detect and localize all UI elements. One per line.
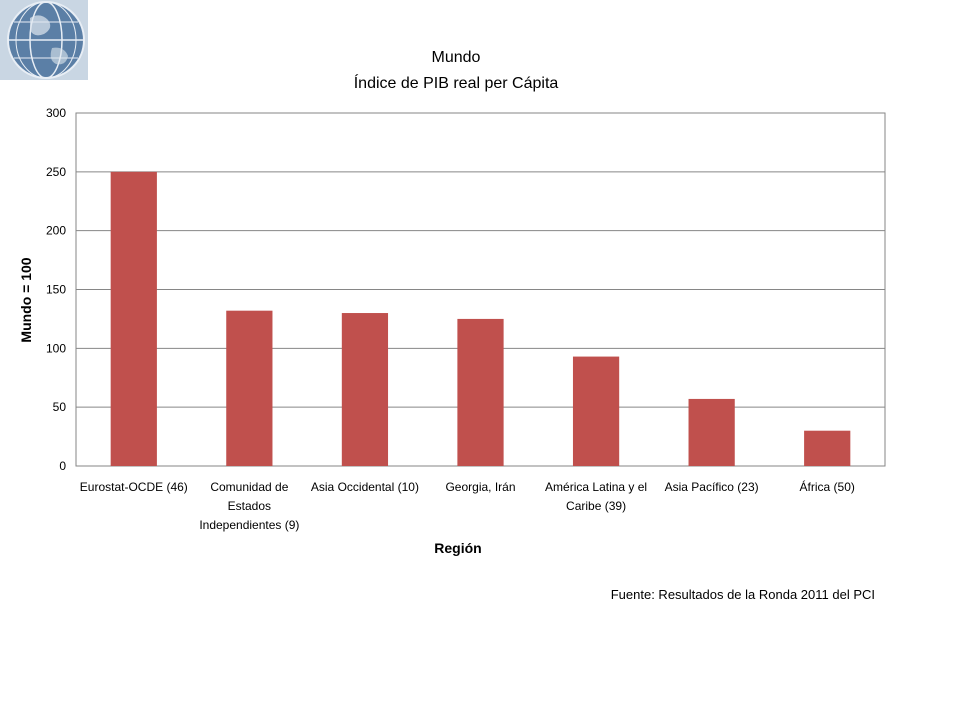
chart-subtitle: Índice de PIB real per Cápita bbox=[354, 73, 559, 92]
y-axis-title: Mundo = 100 bbox=[18, 257, 34, 342]
y-tick-label: 300 bbox=[46, 106, 66, 120]
y-tick-label: 150 bbox=[46, 283, 66, 297]
y-tick-label: 100 bbox=[46, 341, 66, 355]
bar bbox=[110, 171, 157, 467]
y-tick-label: 250 bbox=[46, 165, 66, 179]
bar bbox=[226, 310, 273, 466]
bar bbox=[341, 313, 389, 466]
y-tick-label: 50 bbox=[53, 400, 67, 414]
x-tick-label: África (50) bbox=[800, 479, 855, 494]
x-tick-label: Asia Pacífico (23) bbox=[665, 480, 759, 494]
globe-icon bbox=[0, 0, 88, 80]
x-tick-label: Comunidad de Estados Independientes (9) bbox=[199, 480, 299, 532]
y-tick-label: 200 bbox=[46, 224, 66, 238]
bars bbox=[110, 171, 851, 467]
x-tick-label: Asia Occidental (10) bbox=[311, 480, 419, 494]
x-axis-title: Región bbox=[434, 540, 481, 556]
source-note: Fuente: Resultados de la Ronda 2011 del … bbox=[611, 587, 875, 602]
x-tick-label: Georgia, Irán bbox=[445, 480, 515, 494]
chart-title: Mundo bbox=[432, 49, 481, 66]
bar bbox=[688, 398, 735, 466]
x-tick-label: América Latina y el Caribe (39) bbox=[545, 480, 647, 513]
x-tick-label: Eurostat-OCDE (46) bbox=[80, 480, 188, 494]
y-tick-label: 0 bbox=[59, 459, 66, 473]
bar bbox=[572, 356, 620, 466]
x-axis: Eurostat-OCDE (46) Comunidad de Estados Ind… bbox=[80, 479, 855, 532]
bar bbox=[804, 430, 851, 466]
bar bbox=[457, 318, 504, 466]
y-axis: 0 50 100 150 200 250 300 bbox=[46, 106, 66, 473]
